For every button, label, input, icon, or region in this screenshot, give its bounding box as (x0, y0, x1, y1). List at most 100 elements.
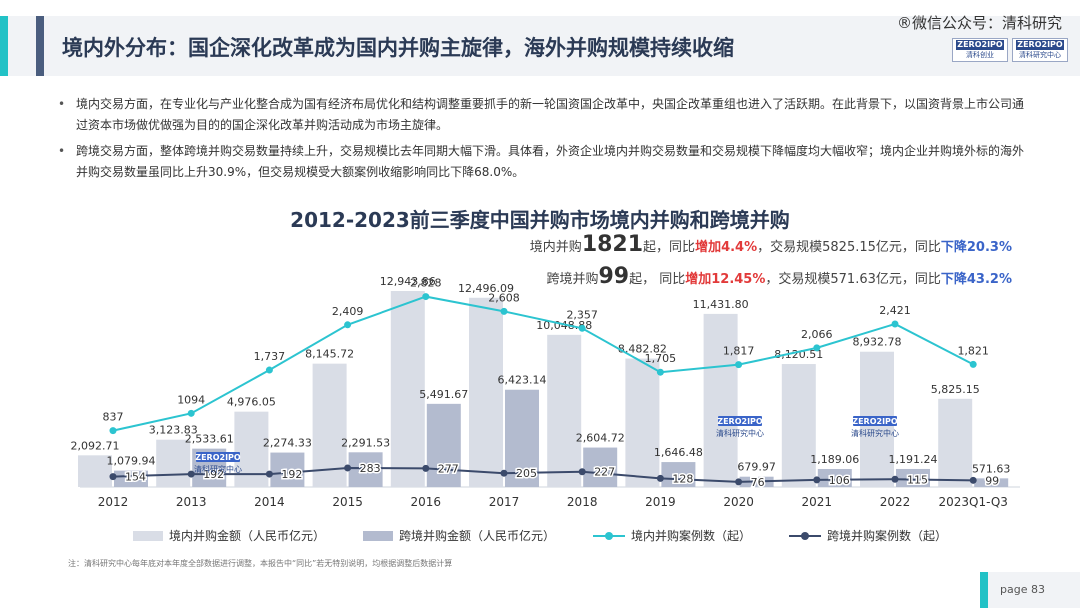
chart-legend: 境内并购金额（人民币亿元） 跨境并购金额（人民币亿元） 境内并购案例数（起） 跨… (0, 527, 1080, 544)
chart-logo-brand: ZERO2IPO (195, 453, 241, 462)
bar-cross-amount (270, 452, 305, 487)
chart-logo-badge (718, 416, 762, 426)
point-domestic-count (265, 366, 273, 374)
bar-cross-amount (896, 468, 930, 487)
footnote: 注：清科研究中心每年底对本年度全部数据进行调整，本报告中“同比”若无特别说明，均… (68, 559, 453, 568)
zero2ipo-holdings-logo: ZERO2IPO 清科创业 (952, 38, 1008, 62)
label-cross-count: 99 (985, 474, 999, 487)
label-domestic-amount: 4,976.05 (227, 396, 276, 409)
point-cross-count (109, 473, 117, 481)
point-domestic-count (813, 344, 821, 352)
label-domestic-amount: 11,431.80 (693, 298, 749, 311)
label-cross-amount: 6,423.14 (498, 374, 547, 387)
label-cross-count: 128 (672, 472, 693, 485)
label-cross-count: 283 (360, 462, 381, 475)
label-cross-amount: 679.97 (737, 461, 776, 474)
zero2ipo-research-logo: ZERO2IPO 清科研究中心 (1012, 38, 1068, 62)
header-edge-accent (0, 16, 8, 76)
bar-cross-amount (348, 452, 383, 487)
watermark: ®微信公众号：清科研究 (896, 14, 1062, 32)
label-cross-count: 192 (281, 468, 302, 481)
label-cross-count: 76 (751, 476, 765, 489)
label-domestic-count: 2,828 (410, 277, 442, 290)
summary-cross-border: 跨境并购99起， 同比增加12.45%，交易规模571.63亿元，同比下降43.… (546, 264, 1012, 289)
point-cross-count (578, 468, 586, 476)
bullet-domestic: 境内交易方面，在专业化与产业化整合成为国有经济布局优化和结构调整重要抓手的新一轮… (56, 94, 1026, 136)
x-tick-label: 2019 (645, 495, 676, 509)
bullet-cross-border: 跨境交易方面，整体跨境并购交易数量持续上升，交易规模比去年同期大幅下滑。具体看，… (56, 141, 1026, 183)
label-cross-amount: 2,604.72 (576, 432, 625, 445)
summary-domestic: 境内并购1821起，同比增加4.4%，交易规模5825.15亿元，同比下降20.… (529, 232, 1012, 257)
label-domestic-amount: 12,943.86 (380, 275, 436, 288)
label-domestic-amount: 8,932.78 (853, 336, 902, 349)
bar-domestic-amount (547, 334, 582, 487)
x-tick-label: 2023Q1-Q3 (938, 495, 1007, 509)
legend-domestic-count: 境内并购案例数（起） (593, 527, 751, 544)
label-cross-count: 277 (438, 462, 459, 475)
label-cross-amount: 2,291.53 (341, 436, 390, 449)
bar-cross-amount (817, 468, 852, 487)
bar-domestic-amount (390, 290, 425, 487)
chart-logo-cn: 清科研究中心 (194, 464, 242, 474)
chart-logo-badge (196, 452, 240, 462)
page-number: page 83 (1000, 583, 1045, 596)
bar-cross-amount (114, 470, 148, 487)
x-tick-label: 2015 (332, 495, 363, 509)
x-tick-label: 2012 (98, 495, 129, 509)
label-domestic-amount: 2,092.71 (71, 439, 120, 452)
label-domestic-count: 2,409 (332, 305, 364, 318)
bar-cross-amount (426, 403, 461, 487)
label-cross-count: 192 (203, 468, 224, 481)
bar-domestic-amount (625, 358, 660, 487)
x-tick-label: 2017 (489, 495, 520, 509)
label-cross-count: 115 (907, 473, 928, 486)
chart-title: 2012-2023前三季度中国并购市场境内并购和跨境并购 (290, 208, 790, 232)
label-domestic-count: 1,817 (723, 345, 755, 358)
label-domestic-count: 2,608 (488, 291, 520, 304)
chart-logo-cn: 清科研究中心 (851, 428, 899, 438)
bar-cross-amount (583, 447, 618, 487)
x-tick-label: 2020 (723, 495, 754, 509)
header-accent-bar (36, 16, 44, 76)
point-cross-count (735, 478, 743, 486)
point-domestic-count (656, 368, 664, 376)
header-band (0, 16, 1080, 76)
label-domestic-count: 2,357 (566, 308, 598, 321)
label-domestic-count: 1094 (177, 393, 205, 406)
line-cross-count (112, 466, 974, 483)
label-domestic-count: 1,821 (957, 344, 989, 357)
point-domestic-count (969, 360, 977, 368)
label-domestic-amount: 5,825.15 (931, 383, 980, 396)
label-domestic-count: 1,705 (645, 352, 677, 365)
bar-domestic-amount (78, 455, 112, 487)
label-domestic-amount: 3,123.83 (149, 424, 198, 437)
point-cross-count (344, 464, 352, 472)
label-cross-amount: 2,533.61 (185, 433, 234, 446)
line-domestic-count (112, 295, 974, 432)
point-domestic-count (578, 324, 586, 332)
label-cross-amount: 1,079.94 (107, 455, 156, 468)
x-tick-label: 2021 (802, 495, 833, 509)
bar-domestic-amount (312, 363, 347, 487)
point-cross-count (813, 476, 821, 484)
point-cross-count (187, 470, 195, 478)
point-domestic-count (109, 427, 117, 435)
point-cross-count (891, 475, 899, 483)
bar-domestic-amount (469, 297, 503, 487)
legend-domestic-amount: 境内并购金额（人民币亿元） (132, 527, 325, 544)
point-cross-count (265, 470, 273, 478)
bar-domestic-amount (781, 364, 816, 487)
label-cross-count: 106 (829, 474, 850, 487)
point-cross-count (656, 474, 664, 482)
point-cross-count (422, 464, 430, 472)
label-domestic-amount: 8,145.72 (305, 348, 354, 361)
point-domestic-count (344, 321, 352, 329)
x-tick-label: 2022 (880, 495, 911, 509)
point-domestic-count (891, 320, 899, 328)
label-cross-amount: 571.63 (972, 462, 1011, 475)
bar-domestic-amount (938, 398, 973, 487)
chart-logo-brand: ZERO2IPO (852, 417, 898, 426)
bar-cross-amount (974, 478, 1009, 487)
label-cross-amount: 1,191.24 (889, 453, 938, 466)
